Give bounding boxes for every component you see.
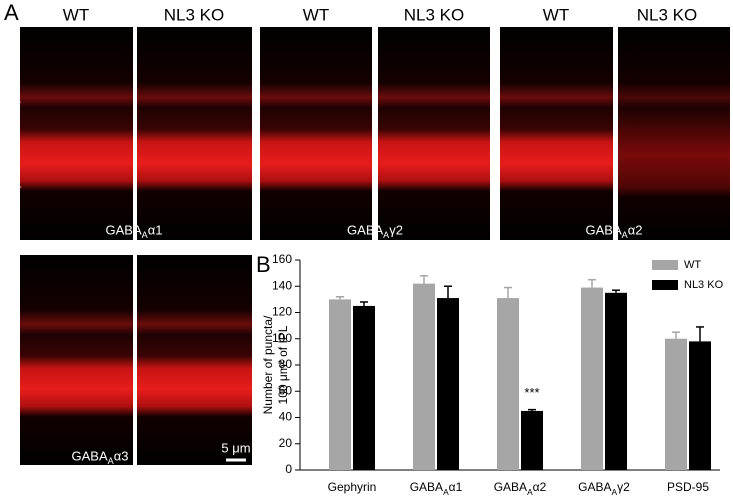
y-tick-label: 120 <box>272 305 292 319</box>
image <box>20 255 133 465</box>
bar <box>329 299 351 470</box>
scale-bar-label: 5 μm <box>221 440 250 455</box>
significance-annotation: *** <box>524 385 539 400</box>
bar <box>521 410 543 470</box>
image-caption: GABAAα3 <box>72 448 129 466</box>
bar <box>437 298 459 470</box>
y-tick-label: 100 <box>272 331 292 345</box>
x-tick-label: Gephyrin <box>328 480 377 494</box>
legend-label: NL3 KO <box>684 279 724 291</box>
image <box>618 27 730 240</box>
y-axis-label-line: Number of puncta/ <box>261 315 275 414</box>
layer-label: GCL <box>3 179 22 189</box>
column-header: WT <box>303 5 329 24</box>
bar <box>581 287 603 470</box>
image <box>137 255 252 465</box>
x-tick-label: GABAAγ2 <box>578 480 630 497</box>
x-tick-label: PSD-95 <box>667 480 709 494</box>
y-tick-label: 140 <box>272 278 292 292</box>
panel-label: A <box>4 0 19 25</box>
image-caption: GABAAα1 <box>106 222 163 240</box>
y-tick-label: 160 <box>272 252 292 266</box>
x-tick-label: GABAAα1 <box>410 480 463 497</box>
image <box>378 27 490 240</box>
bar <box>665 338 687 470</box>
bar <box>413 283 435 470</box>
legend-swatch <box>652 260 678 270</box>
legend-swatch <box>652 280 678 290</box>
bar <box>689 341 711 470</box>
image <box>500 27 613 240</box>
layer-label: INL <box>3 119 17 129</box>
y-tick-label: 0 <box>285 462 292 476</box>
column-header: WT <box>543 5 569 24</box>
panel-label: B <box>256 252 271 277</box>
bar <box>497 298 519 470</box>
legend-label: WT <box>684 259 701 271</box>
column-header: NL3 KO <box>404 5 464 24</box>
y-tick-label: 80 <box>279 357 293 371</box>
image <box>137 27 252 240</box>
micrographs <box>20 27 730 465</box>
x-tick-label: GABAAα2 <box>494 480 547 497</box>
y-tick-label: 60 <box>279 383 293 397</box>
image-caption: GABAAγ2 <box>347 222 403 240</box>
bar <box>605 292 627 470</box>
image <box>20 27 133 240</box>
layer-label: IPL <box>3 151 17 161</box>
column-header: WT <box>63 5 89 24</box>
bar <box>353 305 375 470</box>
column-header: NL3 KO <box>164 5 224 24</box>
image-caption: GABAAα2 <box>586 222 643 240</box>
y-axis-label-line: 100 μm² of IPL <box>276 325 290 404</box>
layer-label: OPL <box>3 94 21 104</box>
y-tick-label: 40 <box>279 410 293 424</box>
y-axis-label: Number of puncta/100 μm² of IPL <box>261 315 290 414</box>
column-header: NL3 KO <box>637 5 697 24</box>
image <box>260 27 372 240</box>
y-tick-label: 20 <box>279 436 293 450</box>
